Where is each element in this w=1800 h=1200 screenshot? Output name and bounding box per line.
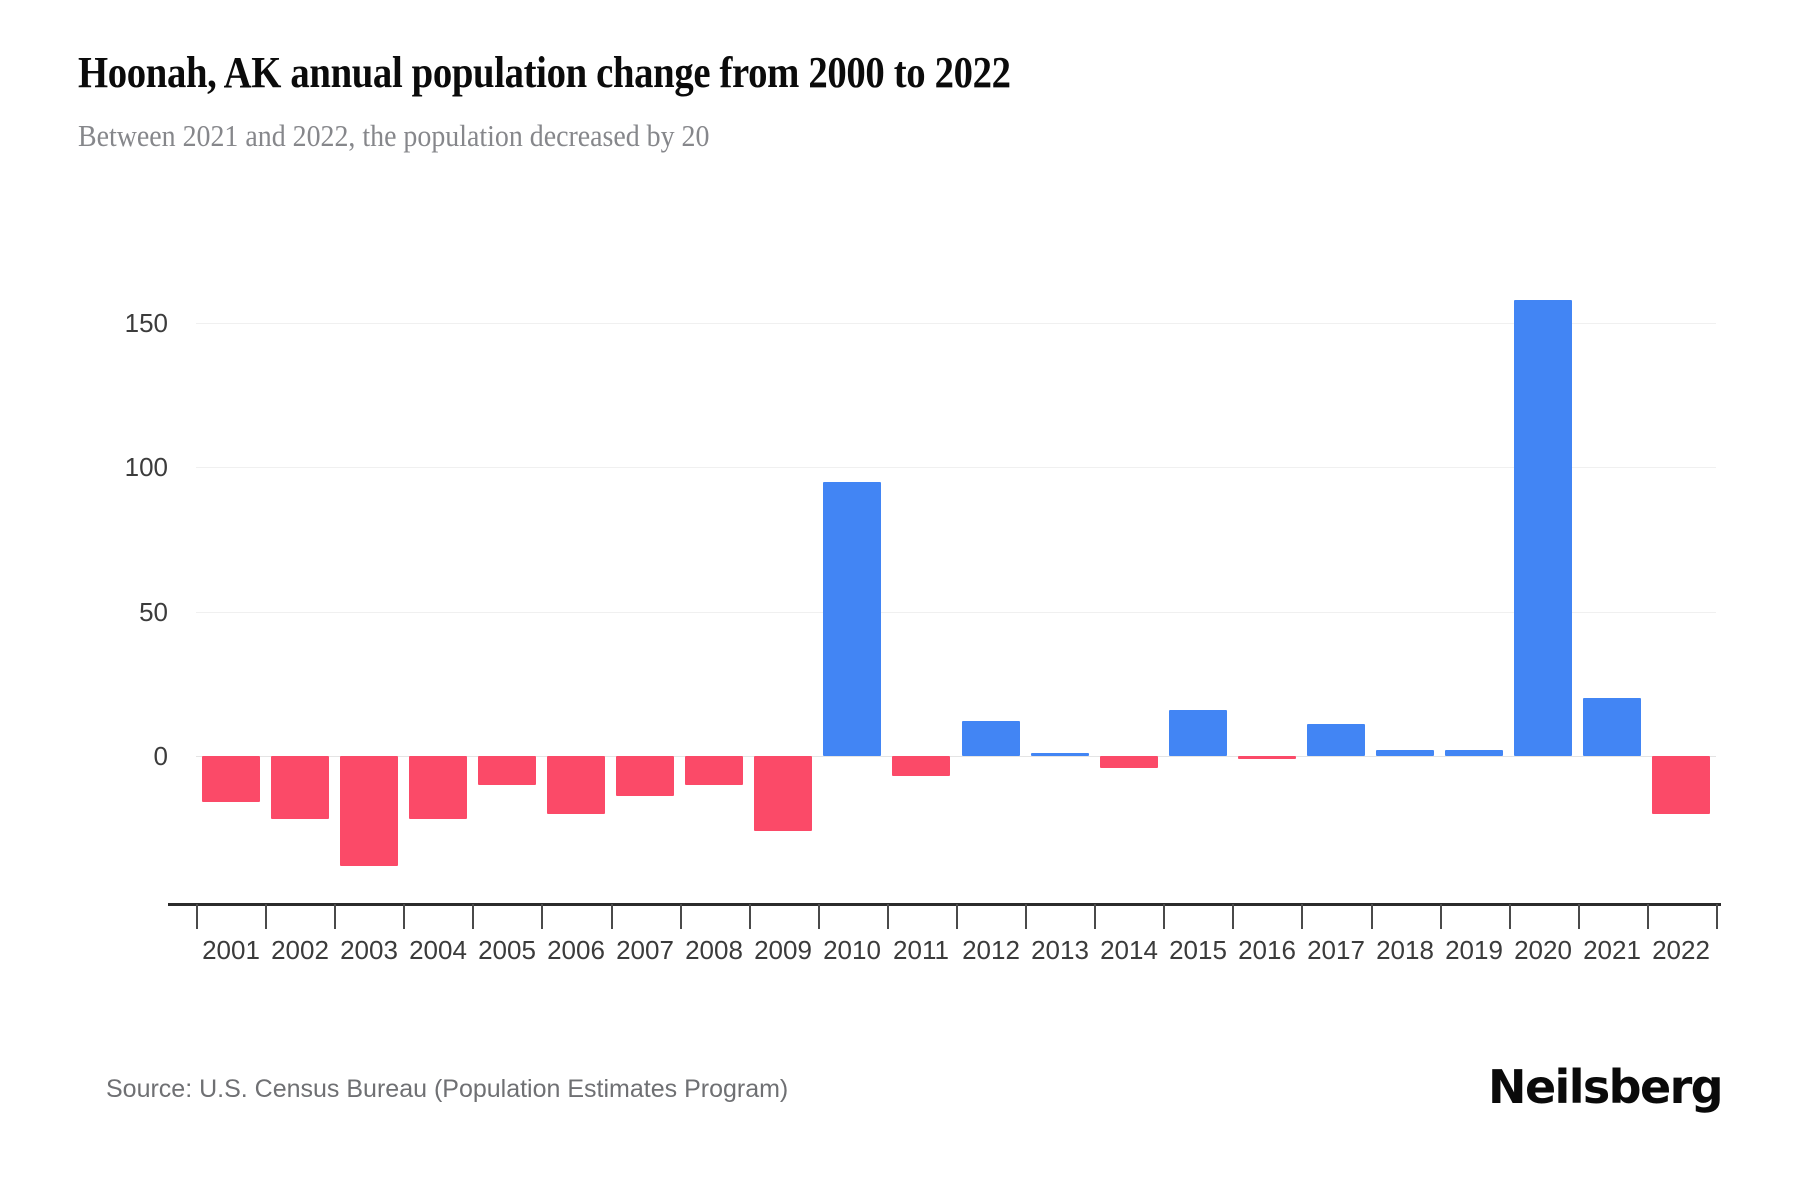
y-axis-tick-label: 100 (124, 452, 168, 482)
bar-2018[interactable] (1376, 750, 1434, 756)
bar-2013[interactable] (1031, 753, 1089, 756)
x-axis-tick (1440, 904, 1442, 929)
bar-2004[interactable] (409, 756, 467, 819)
x-axis-tick (956, 904, 958, 929)
x-axis-tick-label-2003: 2003 (340, 935, 398, 965)
gridline-150 (196, 323, 1716, 324)
x-axis-tick-label-2017: 2017 (1307, 935, 1365, 965)
x-axis-tick-label-2021: 2021 (1583, 935, 1641, 965)
x-axis-tick-label-2002: 2002 (271, 935, 329, 965)
x-axis-line (168, 903, 1721, 906)
bar-2003[interactable] (340, 756, 398, 866)
x-axis-tick-label-2007: 2007 (616, 935, 674, 965)
gridline-50 (196, 612, 1716, 613)
x-axis-tick (1716, 904, 1718, 929)
x-axis-tick-label-2010: 2010 (823, 935, 881, 965)
bar-2012[interactable] (962, 721, 1020, 756)
page-title: Hoonah, AK annual population change from… (78, 48, 1011, 97)
bar-2015[interactable] (1169, 710, 1227, 756)
zero-baseline (196, 756, 1716, 757)
x-axis-tick-label-2011: 2011 (893, 935, 949, 965)
x-axis-tick (1578, 904, 1580, 929)
y-axis-tick-label: 150 (124, 308, 168, 338)
gridline-100 (196, 467, 1716, 468)
brand-logo: Neilsberg (1488, 1060, 1724, 1114)
x-axis-tick-label-2015: 2015 (1169, 935, 1227, 965)
x-axis-tick (1301, 904, 1303, 929)
x-axis-tick (1509, 904, 1511, 929)
x-axis-tick-label-2014: 2014 (1100, 935, 1158, 965)
x-axis-tick-label-2006: 2006 (547, 935, 605, 965)
x-axis-tick-label-2001: 2001 (202, 935, 260, 965)
bar-2005[interactable] (478, 756, 536, 785)
x-axis-tick-label-2008: 2008 (685, 935, 743, 965)
x-axis-tick-label-2018: 2018 (1376, 935, 1434, 965)
x-axis-tick-label-2022: 2022 (1652, 935, 1710, 965)
x-axis-tick (1163, 904, 1165, 929)
x-axis-tick (541, 904, 543, 929)
x-axis-tick-label-2012: 2012 (962, 935, 1020, 965)
bar-2001[interactable] (202, 756, 260, 802)
x-axis-tick (680, 904, 682, 929)
bar-2007[interactable] (616, 756, 674, 796)
x-axis-tick-label-2005: 2005 (478, 935, 536, 965)
x-axis-tick-label-2009: 2009 (754, 935, 812, 965)
x-axis-tick-label-2019: 2019 (1445, 935, 1503, 965)
x-axis-tick (196, 904, 198, 929)
bar-2011[interactable] (892, 756, 950, 776)
x-axis-tick (611, 904, 613, 929)
bar-2017[interactable] (1307, 724, 1365, 756)
x-axis-tick (472, 904, 474, 929)
x-axis-tick-label-2013: 2013 (1031, 935, 1089, 965)
bar-2010[interactable] (823, 482, 881, 756)
bar-2016[interactable] (1238, 756, 1296, 759)
x-axis-tick (818, 904, 820, 929)
bar-2008[interactable] (685, 756, 743, 785)
x-axis-tick-label-2004: 2004 (409, 935, 467, 965)
x-axis-tick (1647, 904, 1649, 929)
x-axis-tick (403, 904, 405, 929)
chart-subtitle: Between 2021 and 2022, the population de… (78, 118, 710, 153)
x-axis-tick (1094, 904, 1096, 929)
x-axis-tick (887, 904, 889, 929)
x-axis-tick (749, 904, 751, 929)
x-axis-tick (1232, 904, 1234, 929)
source-note: Source: U.S. Census Bureau (Population E… (106, 1075, 789, 1103)
x-axis-tick (1371, 904, 1373, 929)
x-axis-tick (265, 904, 267, 929)
bar-2020[interactable] (1514, 300, 1572, 756)
x-axis-tick (334, 904, 336, 929)
x-axis-tick-label-2020: 2020 (1514, 935, 1572, 965)
bar-2002[interactable] (271, 756, 329, 819)
x-axis-tick (1025, 904, 1027, 929)
bar-2006[interactable] (547, 756, 605, 814)
bar-2021[interactable] (1583, 698, 1641, 756)
bar-2022[interactable] (1652, 756, 1710, 814)
bar-2009[interactable] (754, 756, 812, 831)
bar-2019[interactable] (1445, 750, 1503, 756)
y-axis-tick-label: 50 (139, 597, 168, 627)
y-axis-tick-label: 0 (153, 741, 168, 771)
bar-2014[interactable] (1100, 756, 1158, 768)
x-axis-tick-label-2016: 2016 (1238, 935, 1296, 965)
